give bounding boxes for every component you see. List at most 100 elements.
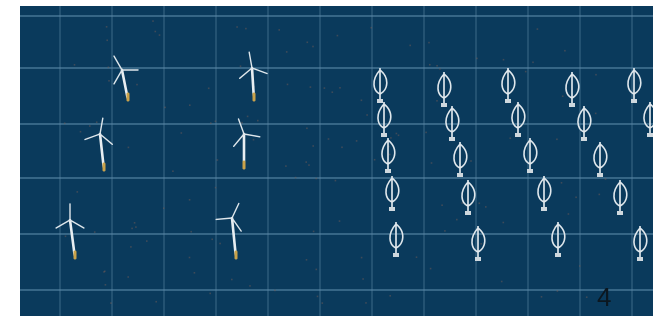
speck <box>444 230 446 232</box>
hawt-turbine <box>55 203 85 260</box>
hawt-blade <box>55 219 71 229</box>
speck <box>524 70 527 73</box>
vawt-turbine <box>627 68 642 103</box>
hawt-blade <box>231 202 240 219</box>
speck <box>231 278 233 281</box>
speck <box>79 130 82 133</box>
speck <box>395 132 398 135</box>
speck <box>190 230 192 233</box>
vawt-foundation <box>441 103 447 107</box>
speck <box>428 41 430 44</box>
speck <box>429 63 431 66</box>
speck <box>321 302 324 304</box>
vawt-foundation <box>457 173 463 177</box>
vawt-turbine <box>381 138 396 173</box>
vawt-turbine <box>523 138 538 173</box>
vawt-turbine <box>577 106 592 141</box>
hawt-blade <box>113 55 123 71</box>
speck <box>89 125 91 127</box>
speck <box>355 140 358 142</box>
vawt-turbine <box>537 176 552 211</box>
speck <box>561 95 564 97</box>
speck <box>509 137 512 139</box>
speck <box>188 256 191 259</box>
vawt-turbine <box>437 72 452 107</box>
speck <box>216 159 219 161</box>
speck <box>389 153 391 156</box>
vawt-blade <box>501 69 509 95</box>
speck <box>373 158 376 161</box>
vawt-turbine <box>551 222 566 257</box>
vawt-foundation <box>515 133 521 137</box>
vawt-foundation <box>465 211 471 215</box>
speck <box>306 127 308 130</box>
vawt-blade <box>543 177 552 203</box>
vawt-turbine <box>633 226 648 261</box>
speck <box>76 191 79 193</box>
vawt-blade <box>593 143 601 169</box>
speck <box>327 138 330 140</box>
vawt-blade <box>649 103 653 129</box>
vawt-blade <box>571 73 580 99</box>
vawt-blade <box>389 223 397 249</box>
speck <box>556 290 559 292</box>
speck <box>188 199 191 201</box>
speck <box>560 182 563 184</box>
vawt-blade <box>511 103 519 129</box>
speck <box>214 186 217 189</box>
speck <box>476 57 478 60</box>
speck <box>93 231 96 233</box>
speck <box>502 221 505 224</box>
speck <box>366 114 368 116</box>
speck <box>536 28 539 30</box>
vawt-blade <box>385 177 393 203</box>
hawt-blade <box>99 133 114 146</box>
vawt-foundation <box>377 99 383 103</box>
speck <box>189 104 191 106</box>
speck <box>312 45 314 48</box>
vawt-blade <box>379 69 388 95</box>
speck <box>470 160 472 162</box>
speck <box>95 121 98 123</box>
vawt-foundation <box>381 133 387 137</box>
speck <box>441 204 443 206</box>
vawt-turbine <box>445 106 460 141</box>
speck <box>540 296 543 298</box>
vawt-turbine <box>453 142 468 177</box>
vawt-blade <box>577 107 585 133</box>
vawt-foundation <box>597 173 603 177</box>
speck <box>500 280 503 283</box>
speck <box>439 68 441 70</box>
speck <box>133 222 136 224</box>
vawt-foundation <box>527 169 533 173</box>
speck <box>172 170 174 172</box>
speck <box>286 83 289 86</box>
speck <box>594 112 597 115</box>
speck <box>604 178 607 180</box>
speck <box>370 26 373 29</box>
speck <box>532 61 534 64</box>
speck <box>131 227 133 230</box>
speck <box>73 64 76 66</box>
vawt-foundation <box>475 257 481 261</box>
vawt-blade <box>453 143 461 169</box>
speck <box>478 202 481 205</box>
vawt-foundation <box>637 257 643 261</box>
speck <box>579 265 581 267</box>
speck <box>104 270 106 273</box>
speck <box>334 179 337 182</box>
speck <box>331 91 334 93</box>
vawt-turbine <box>471 226 486 261</box>
speck <box>245 27 247 30</box>
vawt-blade <box>471 227 479 253</box>
speck <box>409 44 411 47</box>
speck <box>415 256 418 258</box>
speck <box>146 240 148 242</box>
speck <box>127 276 129 278</box>
speck <box>63 122 66 125</box>
vawt-blade <box>551 223 559 249</box>
hawt-blade <box>232 133 245 148</box>
speck <box>480 243 482 245</box>
vawt-blade <box>437 73 445 99</box>
speck <box>338 220 341 222</box>
